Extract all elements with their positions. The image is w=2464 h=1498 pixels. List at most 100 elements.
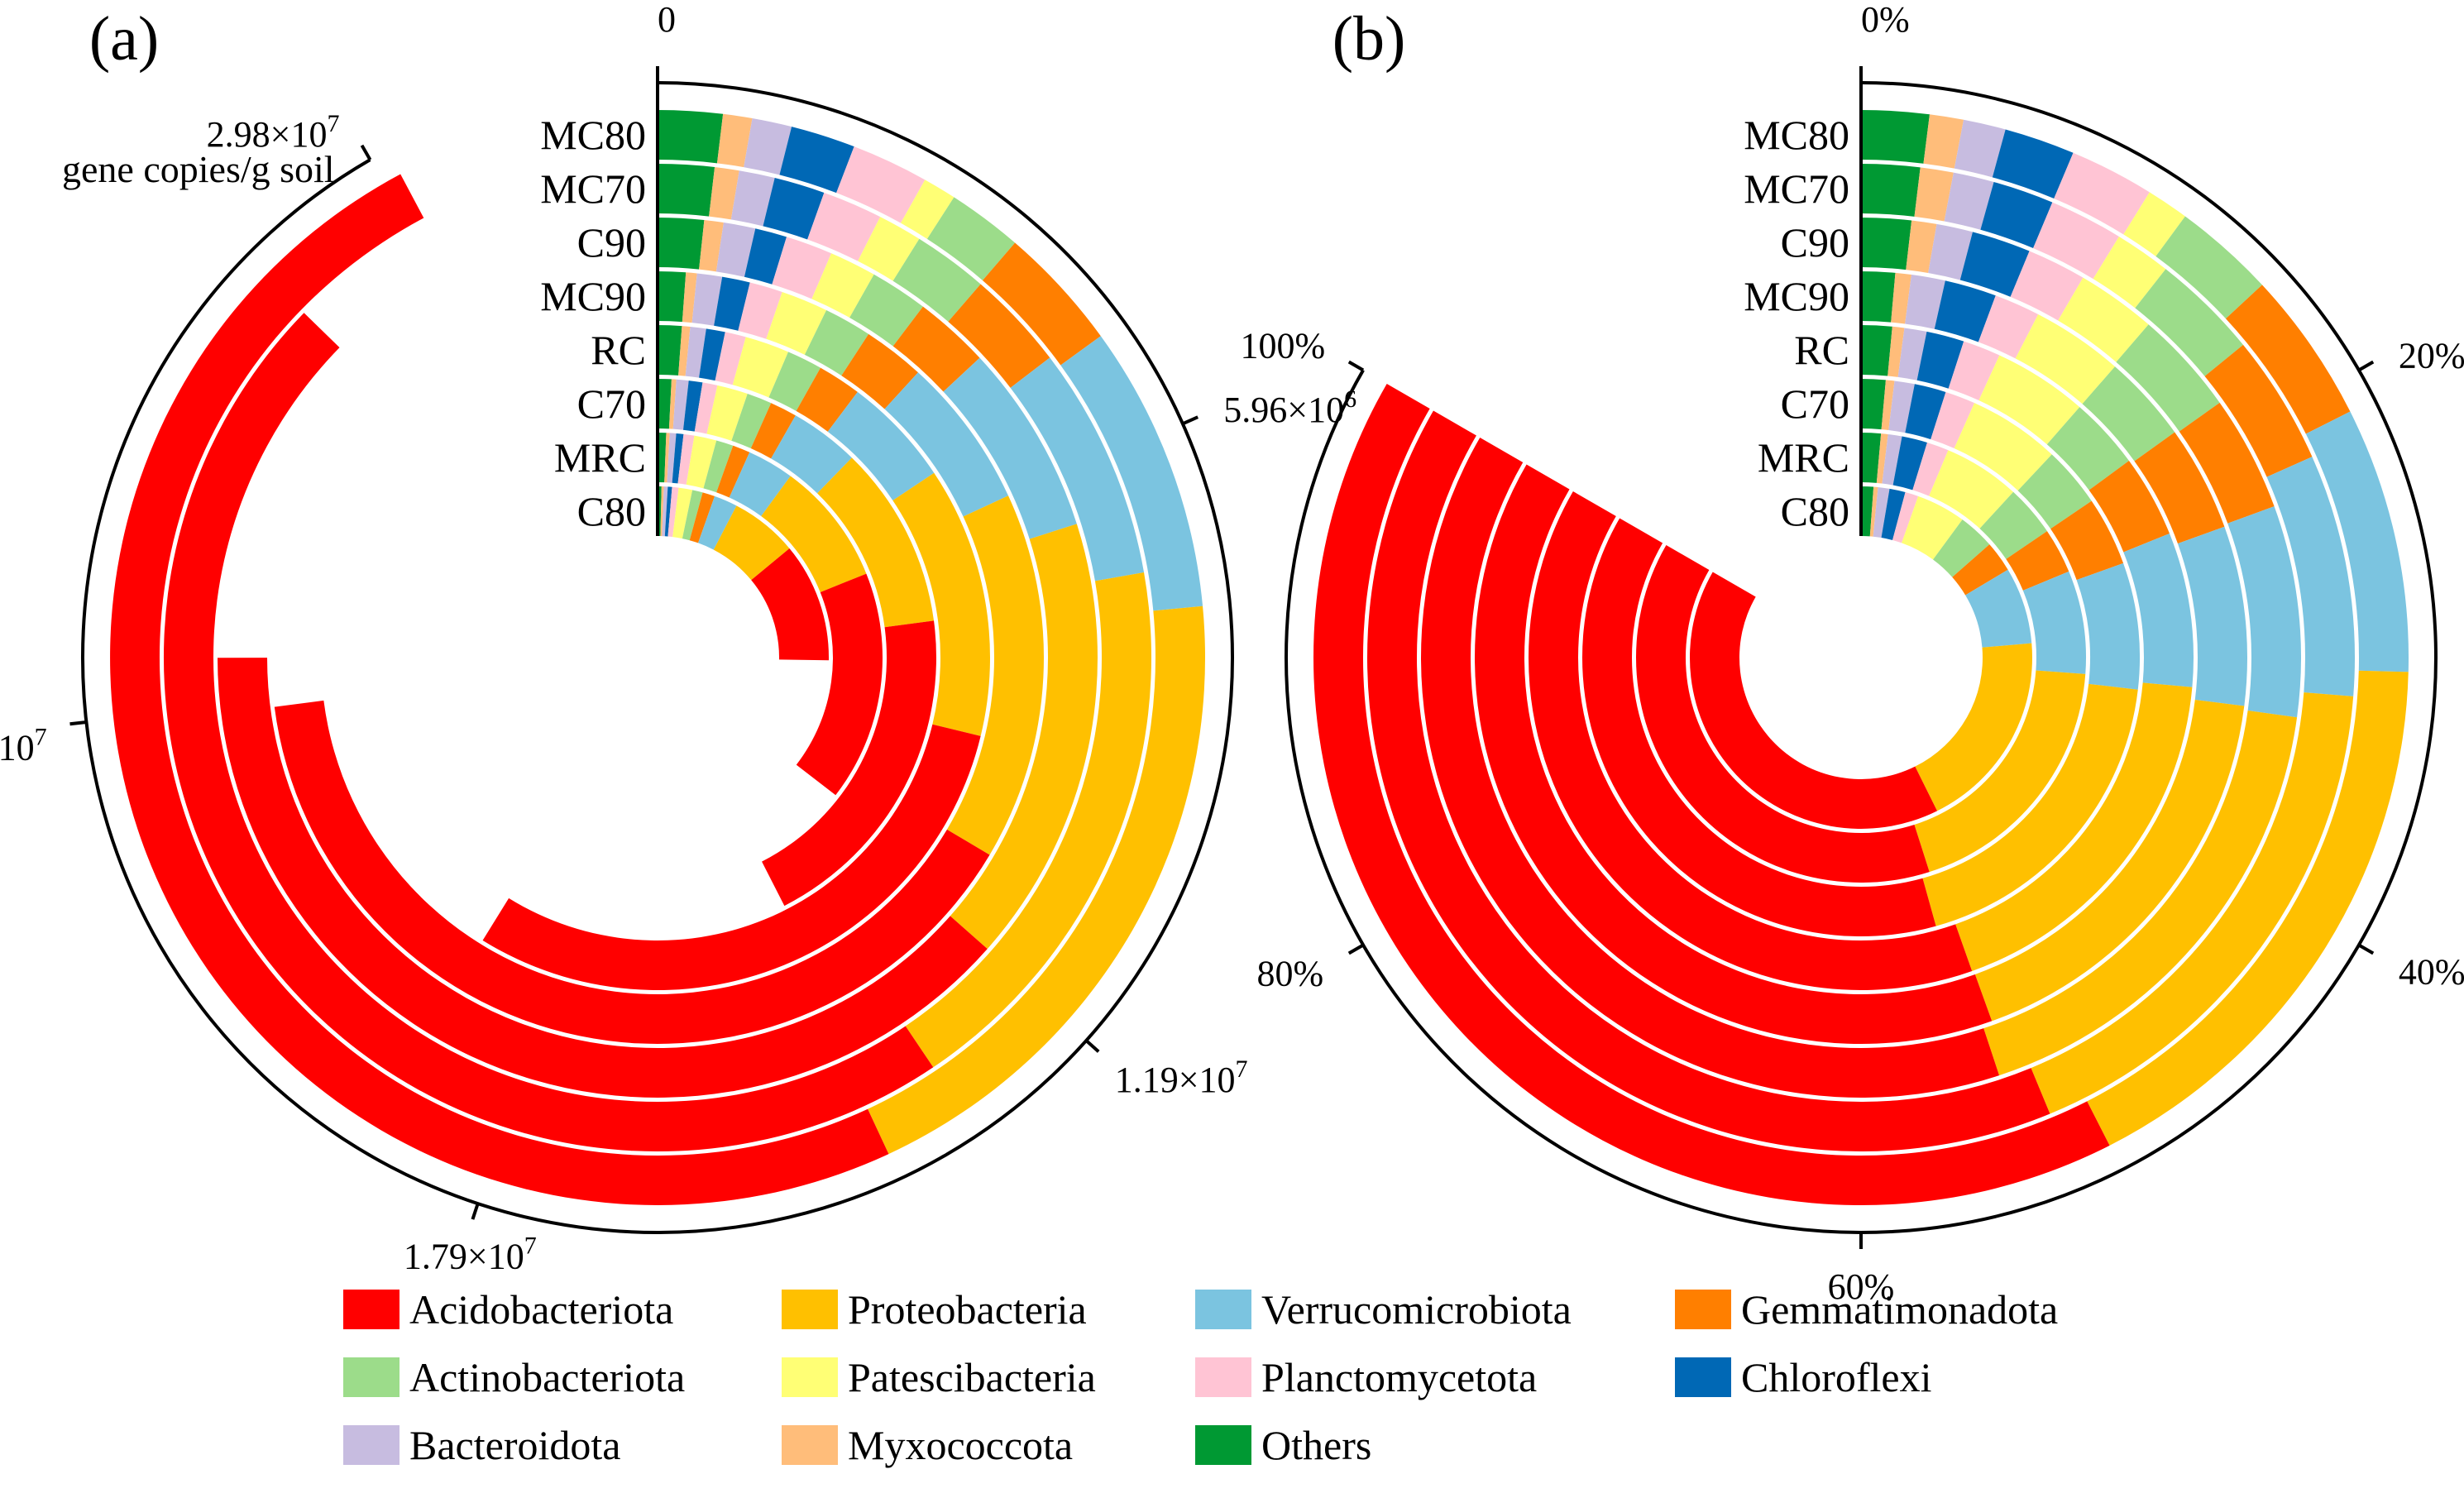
bar-mc90-verrucomicrobiota [884, 372, 1009, 517]
bar-c70-chloroflexi [682, 380, 703, 432]
bar-c70-acidobacteriota [762, 620, 936, 907]
bar-c80-chloroflexi [664, 486, 672, 537]
bar-mc70-planctomycetota [807, 192, 881, 261]
bar-mc90-verrucomicrobiota [2177, 526, 2248, 706]
sample-label-mc80: MC80 [1744, 112, 1849, 158]
bar-mc70-proteobacteria [905, 572, 1152, 1068]
panel-b-chart: (b) MC80 MC70 C90 MC90 RC C70 MRC C80 0% 20% 40% 60%… [1240, 0, 2464, 1307]
panel-label: (a) [89, 4, 159, 74]
legend-item-proteobacteria: Proteobacteria [782, 1286, 1087, 1333]
legend-label: Gemmatimonadota [1741, 1286, 2058, 1333]
bar-mc80-bacteroidota [1954, 119, 2006, 178]
bar-c80-others [1861, 486, 1874, 537]
bar-rc-myxococcota [1887, 326, 1905, 377]
bar-c80-verrucomicrobiota [1965, 569, 2032, 648]
bar-mc80-others [1861, 110, 1930, 164]
bar-rc-actinobacteriota [2046, 407, 2129, 491]
bar-mrc-patescibacteria [686, 435, 717, 489]
bar-mrc-actinobacteriota [1979, 491, 2047, 559]
bar-rc-patescibacteria [732, 337, 789, 398]
axis-arc [81, 81, 1234, 1234]
bar-c90-myxococcota [1906, 220, 1937, 274]
bar-mc90-others [658, 271, 687, 323]
bar-mc90-acidobacteriota [274, 700, 990, 1044]
bar-mc80-acidobacteriota [1313, 384, 2110, 1206]
tick-label: 1.19×107 [1115, 1055, 1248, 1100]
legend-swatch [1195, 1425, 1251, 1465]
bar-c70-acidobacteriota [1581, 518, 1936, 937]
bar-mrc-others [1861, 433, 1882, 483]
bar-c70-myxococcota [1881, 380, 1895, 431]
bar-mc70-others [658, 164, 715, 217]
sample-label-c80: C80 [1781, 488, 1849, 534]
tick-label: 80% [1256, 954, 1323, 994]
bar-c80-myxococcota [660, 486, 664, 537]
bar-mc70-acidobacteriota [1366, 410, 2050, 1152]
bar-c70-gemmatimonadota [750, 403, 796, 459]
bar-mc90-planctomycetota [1978, 295, 2039, 359]
bar-c80-myxococcota [1869, 486, 1878, 537]
bar-mc80-actinobacteriota [2155, 216, 2262, 319]
sample-label-mc70: MC70 [540, 165, 646, 212]
bar-mc80-planctomycetota [2054, 152, 2150, 235]
bar-c80-bacteroidota [662, 486, 668, 537]
bar-mc80-myxococcota [716, 113, 753, 168]
bar-c80-planctomycetota [667, 486, 679, 538]
bar-rc-verrucomicrobiota [2123, 534, 2194, 687]
tick-mark [2357, 943, 2375, 955]
bar-rc-chloroflexi [1916, 331, 1964, 389]
bar-rc-planctomycetota [715, 332, 746, 385]
bar-c90-others [1861, 218, 1912, 270]
bars [110, 110, 1206, 1205]
bar-rc-verrucomicrobiota [827, 391, 935, 501]
bar-c80-acidobacteriota [751, 548, 829, 661]
legend-item-patescibacteria: Patescibacteria [782, 1354, 1096, 1400]
tick-mark [1347, 943, 1365, 955]
bar-c90-verrucomicrobiota [943, 357, 1077, 539]
bar-c90-planctomycetota [2010, 251, 2084, 321]
bar-mc70-chloroflexi [1980, 181, 2053, 248]
sample-label-mc80: MC80 [540, 112, 646, 158]
legend-swatch [1675, 1290, 1731, 1329]
legend-swatch [782, 1290, 838, 1329]
legend-label: Patescibacteria [848, 1354, 1096, 1400]
bar-c70-myxococcota [668, 379, 677, 429]
bar-c70-proteobacteria [817, 457, 935, 628]
bar-c70-bacteroidota [1888, 380, 1915, 433]
bar-mrc-acidobacteriota [1636, 545, 1930, 883]
panel-a-chart: (a) gene copies/g soil MC80 MC70 C90 MC90 RC C7… [0, 0, 1356, 1277]
legend-label: Acidobacteriota [409, 1286, 673, 1333]
bar-mc90-bacteroidota [691, 273, 723, 326]
bar-c90-chloroflexi [1959, 232, 2030, 297]
bar-mc70-others [1861, 164, 1921, 217]
bar-c90-bacteroidota [1928, 223, 1973, 280]
bar-mc70-gemmatimonadota [948, 284, 1050, 388]
bar-mc70-gemmatimonadota [2204, 344, 2313, 477]
tick-label: 60% [1828, 1266, 1895, 1307]
bar-mrc-chloroflexi [672, 433, 684, 484]
bar-c80-acidobacteriota [1689, 572, 1938, 829]
bar-c90-planctomycetota [772, 237, 832, 299]
bar-mc90-chloroflexi [714, 276, 750, 331]
bar-c70-chloroflexi [1905, 384, 1946, 440]
bar-c70-others [658, 379, 672, 429]
unit-label: gene copies/g soil [62, 148, 335, 190]
bar-mc90-gemmatimonadota [2134, 432, 2225, 544]
bar-mc80-verrucomicrobiota [1060, 336, 1203, 611]
bar-rc-actinobacteriota [768, 352, 821, 411]
bar-c70-proteobacteria [1922, 683, 2138, 926]
bar-mc90-others [1861, 271, 1896, 323]
legend-swatch [343, 1357, 400, 1397]
bar-mc90-chloroflexi [1934, 280, 1996, 342]
bar-mrc-planctomycetota [677, 433, 695, 485]
legend-label: Myxococcota [848, 1422, 1073, 1468]
legend-label: Chloroflexi [1741, 1354, 1932, 1400]
legend-item-planctomycetota: Planctomycetota [1195, 1354, 1537, 1400]
bar-c90-actinobacteriota [849, 274, 923, 347]
bar-c80-patescibacteria [672, 487, 693, 539]
bar-mc80-patescibacteria [901, 179, 955, 239]
legend: Acidobacteriota Proteobacteria Verrucomicr… [343, 1286, 2058, 1468]
legend-swatch [1195, 1357, 1251, 1397]
legend-label: Proteobacteria [848, 1286, 1087, 1333]
